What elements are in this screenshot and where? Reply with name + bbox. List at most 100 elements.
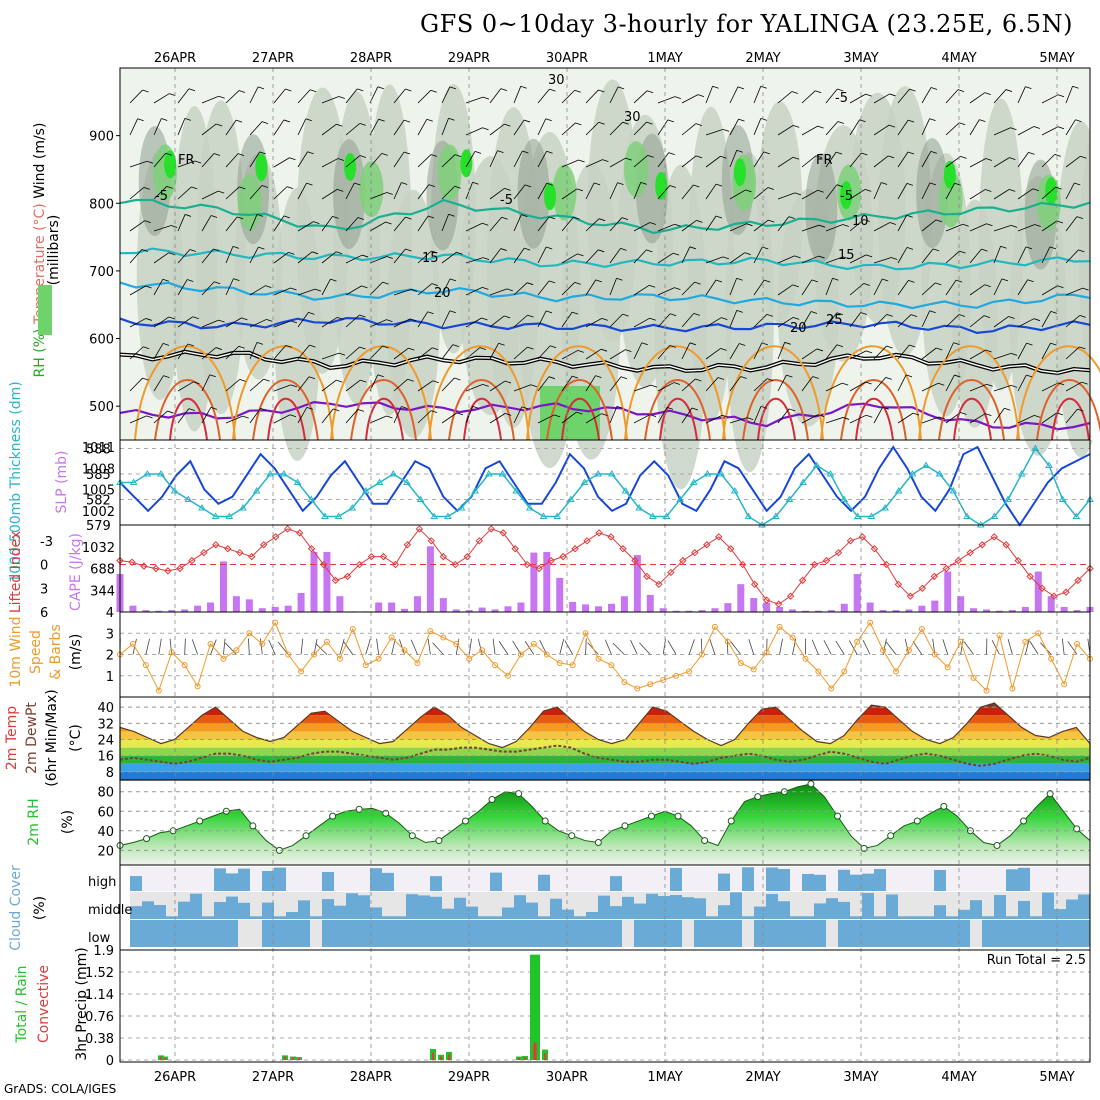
wind-barb-flag — [625, 157, 632, 161]
lifted-index-point — [355, 560, 364, 569]
wind-barb-10m — [709, 639, 716, 655]
wind-barb-flag — [235, 119, 243, 123]
thickness-point — [389, 470, 398, 477]
wind-barb — [393, 406, 402, 424]
cloud-axis-label: Cloud Cover — [8, 865, 24, 951]
cloud-cell — [418, 895, 430, 919]
wind-barb-flag — [837, 121, 844, 124]
wind-speed-point — [918, 626, 925, 632]
wind-barb — [369, 256, 387, 264]
wind-barb-flag — [986, 383, 993, 387]
cloud-cell — [718, 905, 730, 919]
date-label-top: 4MAY — [941, 51, 976, 66]
wind-barb — [969, 223, 987, 232]
contour-label: 15 — [422, 251, 439, 266]
wind-barb-flag — [146, 415, 153, 419]
wind-barb-10m — [468, 638, 472, 655]
date-label-bottom: 28APR — [350, 1070, 392, 1085]
wind-barb — [225, 246, 234, 264]
wind-barb-flag — [256, 214, 264, 217]
wind-barb — [825, 417, 844, 424]
wind-barb-flag — [218, 95, 225, 99]
cloud-cell — [754, 920, 766, 947]
wind-barb — [489, 150, 498, 168]
wind-barb — [801, 125, 818, 136]
wind-barb — [657, 382, 675, 392]
rh-blob-bright — [544, 182, 557, 211]
cape-bar — [1073, 610, 1081, 612]
wind-barb-flag — [794, 255, 801, 259]
cape-bar — [297, 593, 305, 612]
cloud-cell — [1006, 920, 1018, 947]
wind-barb-flag — [786, 374, 793, 378]
wind-barb — [849, 312, 862, 328]
wind-barb — [297, 182, 307, 200]
wind-barb — [1041, 382, 1059, 392]
wind-barb-flag — [695, 155, 703, 159]
wind-barb-flag — [238, 345, 245, 349]
rh-tick: 60 — [97, 805, 114, 820]
wind-barb — [729, 343, 740, 360]
cloud-cell — [682, 897, 694, 919]
wind-barb-10m — [604, 639, 612, 655]
wind-speed-point — [181, 662, 188, 669]
cloud-cell — [958, 909, 970, 919]
wind-barb — [177, 249, 191, 264]
wind-barb — [657, 313, 671, 328]
wind-barb — [561, 282, 576, 296]
cape-bar — [801, 610, 809, 612]
wind-barb-flag — [472, 405, 479, 409]
wind-barb — [921, 416, 940, 424]
wind-barb — [825, 224, 843, 232]
contour-label: -5 — [835, 91, 848, 106]
wind-barb-flag — [816, 348, 824, 352]
wind-tick: 3 — [106, 627, 114, 642]
wind-barb-flag — [784, 341, 791, 345]
cloud-cell — [334, 905, 346, 919]
cloud-cell — [1030, 916, 1042, 919]
wind-barb — [849, 219, 865, 232]
wind-barb — [369, 221, 386, 232]
wind-barb — [705, 317, 722, 328]
lifted-index-point — [535, 564, 543, 573]
wind-barb-flag — [482, 127, 489, 131]
wind-barb — [945, 223, 963, 232]
wind-barb-flag — [715, 279, 723, 283]
thickness-point — [129, 478, 138, 485]
cloud-cell — [910, 916, 922, 919]
y-axis-label: (millibars) — [46, 215, 62, 286]
wind-barb-flag — [213, 153, 221, 156]
cape-bar — [271, 606, 279, 612]
wind-barb-flag — [505, 413, 512, 416]
cloud-cell — [1078, 920, 1090, 947]
wind-barb — [1017, 374, 1027, 392]
wind-barb — [273, 215, 285, 232]
wind-barb-flag — [263, 378, 270, 382]
wind-barb — [417, 311, 428, 328]
wind-barb-flag — [1005, 89, 1013, 92]
wind-speed-point — [129, 640, 136, 647]
thickness-point — [689, 478, 698, 485]
y-right-tick: 1011 — [82, 441, 115, 456]
cape-bar — [944, 571, 952, 612]
wind-barb-flag — [577, 253, 584, 257]
rh-point — [488, 796, 496, 804]
panel-border — [119, 949, 1091, 1063]
wind-barb-flag — [617, 86, 625, 90]
cloud-cell — [154, 920, 166, 947]
lifted-index-point — [248, 552, 256, 561]
wind-barb — [921, 87, 932, 104]
cloud-cell — [766, 920, 778, 947]
cloud-cell — [562, 920, 574, 947]
wind-barb-flag — [545, 118, 552, 122]
wind-barb-flag — [736, 149, 743, 153]
wind-barb-flag — [574, 89, 581, 93]
wind-barb — [513, 184, 526, 200]
wind-barb — [513, 150, 523, 168]
wind-barb-flag — [1033, 126, 1040, 129]
wind-barb — [393, 248, 406, 264]
wind-barb — [369, 415, 387, 424]
wind-barb-flag — [169, 93, 176, 96]
wind-speed-point — [207, 640, 214, 647]
wind-barb — [369, 118, 379, 136]
